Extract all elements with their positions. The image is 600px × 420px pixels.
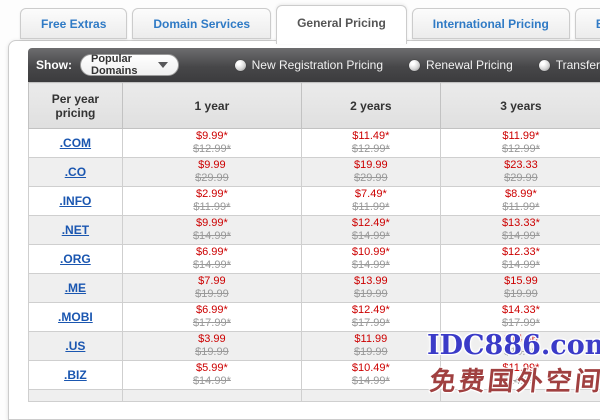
column-header-3-years: 3 years <box>440 83 600 129</box>
price-current: $13.33* <box>441 217 600 230</box>
tld-link-biz[interactable]: .BIZ <box>64 368 87 382</box>
tab-free-extras[interactable]: Free Extras <box>20 8 127 39</box>
price-original: $14.99* <box>123 259 301 272</box>
price-original: $14.99* <box>441 375 600 388</box>
tld-link-org[interactable]: .ORG <box>60 252 91 266</box>
price-original: $29.99 <box>123 172 301 185</box>
tld-link-me[interactable]: .ME <box>65 281 86 295</box>
domain-category-dropdown[interactable]: Popular Domains <box>80 54 179 76</box>
table-row: .NET $9.99*$14.99* $12.49*$14.99* $13.33… <box>29 216 600 245</box>
price-current: $13.99 <box>302 275 440 288</box>
price-original: $19.99 <box>302 288 440 301</box>
price-original: $19.99 <box>123 346 301 359</box>
price-current: $11.99* <box>441 130 600 143</box>
tab-bar: Free Extras Domain Services General Pric… <box>20 8 600 44</box>
table-header-row: Per year pricing 1 year 2 years 3 years <box>29 83 600 129</box>
tld-link-mobi[interactable]: .MOBI <box>58 310 93 324</box>
price-original: $11.99* <box>441 201 600 214</box>
price-original: $12.99* <box>302 143 440 156</box>
chevron-down-icon <box>158 62 168 68</box>
dropdown-selected-value: Popular Domains <box>91 53 158 77</box>
price-current: $2.99* <box>123 188 301 201</box>
price-original: $12.99* <box>441 143 600 156</box>
radio-icon <box>409 60 420 71</box>
radio-label: New Registration Pricing <box>252 58 383 72</box>
price-original: $17.99* <box>441 317 600 330</box>
price-original: $29.99 <box>302 172 440 185</box>
price-original: $19.99 <box>441 288 600 301</box>
price-original: $14.99* <box>123 375 301 388</box>
price-current: $7.49* <box>302 188 440 201</box>
price-current: $6.99* <box>123 304 301 317</box>
table-row: .INFO $2.99*$11.99* $7.49*$11.99* $8.99*… <box>29 187 600 216</box>
show-label: Show: <box>36 58 72 72</box>
price-original: $14.99* <box>302 259 440 272</box>
tld-link-co[interactable]: .CO <box>65 165 86 179</box>
pricing-type-radios: New Registration Pricing Renewal Pricing… <box>235 58 600 72</box>
price-current: $8.99* <box>441 188 600 201</box>
column-header-1-year: 1 year <box>122 83 301 129</box>
tld-link-info[interactable]: .INFO <box>59 194 91 208</box>
radio-icon <box>539 60 550 71</box>
price-current: $12.49* <box>302 304 440 317</box>
price-original: $14.99* <box>302 375 440 388</box>
radio-renewal-pricing[interactable]: Renewal Pricing <box>409 58 513 72</box>
price-current: $9.99 <box>123 159 301 172</box>
price-original: $14.99* <box>441 259 600 272</box>
price-current: $23.33 <box>441 159 600 172</box>
radio-label: Transfer Pricing <box>556 58 600 72</box>
tld-link-us[interactable]: .US <box>65 339 85 353</box>
price-original: $14.99* <box>441 230 600 243</box>
price-current: $6.99* <box>123 246 301 259</box>
price-current: $11.99 <box>302 333 440 346</box>
radio-icon <box>235 60 246 71</box>
price-current: $10.99* <box>302 246 440 259</box>
price-original: $11.99* <box>123 201 301 214</box>
price-original: $19.99 <box>302 346 440 359</box>
price-original: $11.99* <box>302 201 440 214</box>
price-current: $9.99* <box>123 130 301 143</box>
table-row: .CO $9.99$29.99 $19.99$29.99 $23.33$29.9… <box>29 158 600 187</box>
price-current: $9.99* <box>123 217 301 230</box>
table-row: .US $3.99$19.99 $11.99$19.99 $14.66$19.9… <box>29 332 600 361</box>
price-current: $10.49* <box>302 362 440 375</box>
radio-transfer-pricing[interactable]: Transfer Pricing <box>539 58 600 72</box>
price-current: $11.99* <box>441 362 600 375</box>
price-original: $17.99* <box>302 317 440 330</box>
tab-international-pricing[interactable]: International Pricing <box>412 8 570 39</box>
price-original: $12.99* <box>123 143 301 156</box>
column-header-2-years: 2 years <box>302 83 441 129</box>
tab-bulk-pricing[interactable]: Bulk Pricing <box>575 8 600 39</box>
price-current: $5.99* <box>123 362 301 375</box>
price-original: $17.99* <box>123 317 301 330</box>
price-current: $12.33* <box>441 246 600 259</box>
price-current: $12.49* <box>302 217 440 230</box>
column-header-per-year: Per year pricing <box>29 83 123 129</box>
tld-link-com[interactable]: .COM <box>60 136 91 150</box>
price-current: $14.33* <box>441 304 600 317</box>
table-row: .ORG $6.99*$14.99* $10.99*$14.99* $12.33… <box>29 245 600 274</box>
price-current: $3.99 <box>123 333 301 346</box>
price-current: $11.49* <box>302 130 440 143</box>
price-original: $19.99 <box>123 288 301 301</box>
tab-general-pricing[interactable]: General Pricing <box>276 5 407 44</box>
price-current: $14.66 <box>441 333 600 346</box>
table-row: .COM $9.99*$12.99* $11.49*$12.99* $11.99… <box>29 129 600 158</box>
table-row: .BIZ $5.99*$14.99* $10.49*$14.99* $11.99… <box>29 361 600 390</box>
pricing-table: Per year pricing 1 year 2 years 3 years … <box>28 82 600 402</box>
price-original: $29.99 <box>441 172 600 185</box>
radio-new-registration-pricing[interactable]: New Registration Pricing <box>235 58 383 72</box>
price-current: $7.99 <box>123 275 301 288</box>
tld-link-net[interactable]: .NET <box>62 223 89 237</box>
price-current: $19.99 <box>302 159 440 172</box>
table-row: .MOBI $6.99*$17.99* $12.49*$17.99* $14.3… <box>29 303 600 332</box>
filter-toolbar: Show: Popular Domains New Registration P… <box>28 48 600 82</box>
price-original: $14.99* <box>123 230 301 243</box>
price-original: $14.99* <box>302 230 440 243</box>
price-current: $15.99 <box>441 275 600 288</box>
tab-domain-services[interactable]: Domain Services <box>132 8 271 39</box>
radio-label: Renewal Pricing <box>426 58 513 72</box>
price-original: $19.99 <box>441 346 600 359</box>
table-row: .ME $7.99$19.99 $13.99$19.99 $15.99$19.9… <box>29 274 600 303</box>
